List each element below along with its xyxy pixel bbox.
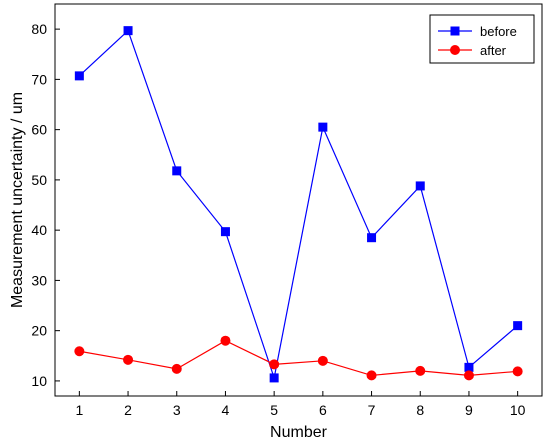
legend-box: [429, 14, 535, 64]
x-tick-label-8: 8: [416, 402, 424, 418]
point-after-1: [74, 346, 85, 357]
point-after-6: [317, 355, 328, 366]
y-axis: 10 20 30 40 50 60 70 80: [31, 21, 60, 389]
point-before-1: [74, 71, 84, 81]
series-after: [74, 335, 523, 381]
legend-label-after: after: [480, 43, 507, 58]
point-after-4: [220, 335, 231, 346]
point-before-8: [415, 181, 425, 191]
point-before-7: [367, 233, 377, 243]
series-line-before: [78, 29, 519, 381]
legend-marker-after: [450, 45, 460, 55]
plot-area: [74, 26, 523, 383]
point-before-9: [464, 362, 474, 372]
y-tick-label-20: 20: [31, 323, 47, 339]
x-tick-label-3: 3: [173, 402, 181, 418]
y-tick-label-40: 40: [31, 222, 47, 238]
point-after-5: [269, 359, 280, 370]
point-after-3: [171, 363, 182, 374]
point-before-3: [172, 166, 182, 176]
point-before-5: [269, 373, 279, 383]
x-axis-title: Number: [270, 424, 328, 441]
point-before-2: [123, 26, 133, 36]
legend: before after: [429, 14, 535, 64]
x-tick-label-5: 5: [270, 402, 278, 418]
y-tick-label-10: 10: [31, 373, 47, 389]
point-after-2: [123, 354, 134, 365]
y-tick-label-50: 50: [31, 172, 47, 188]
legend-marker-before: [450, 26, 460, 36]
point-before-6: [318, 122, 328, 132]
y-tick-label-70: 70: [31, 71, 47, 87]
series-line-after: [79, 340, 518, 376]
x-axis: 1 2 3 4 5 6 7 8 9 10: [75, 391, 526, 418]
legend-item-before: before: [438, 24, 517, 39]
x-tick-label-10: 10: [510, 402, 526, 418]
x-tick-label-4: 4: [222, 402, 230, 418]
legend-item-after: after: [438, 43, 507, 58]
plot-frame: [54, 3, 543, 397]
point-after-8: [415, 365, 426, 376]
legend-label-before: before: [480, 24, 517, 39]
point-before-10: [513, 321, 523, 331]
y-axis-title: Measurement uncertainty / um: [9, 92, 26, 308]
y-tick-label-30: 30: [31, 272, 47, 288]
x-tick-label-9: 9: [465, 402, 473, 418]
point-before-4: [220, 227, 230, 237]
y-tick-label-80: 80: [31, 21, 47, 37]
point-after-9: [463, 370, 474, 381]
x-tick-label-7: 7: [368, 402, 376, 418]
x-tick-label-2: 2: [124, 402, 132, 418]
series-before: [74, 26, 523, 383]
point-after-7: [366, 370, 377, 381]
x-tick-label-1: 1: [75, 402, 83, 418]
y-tick-label-60: 60: [31, 122, 47, 138]
point-after-10: [512, 366, 523, 377]
x-tick-label-6: 6: [319, 402, 327, 418]
